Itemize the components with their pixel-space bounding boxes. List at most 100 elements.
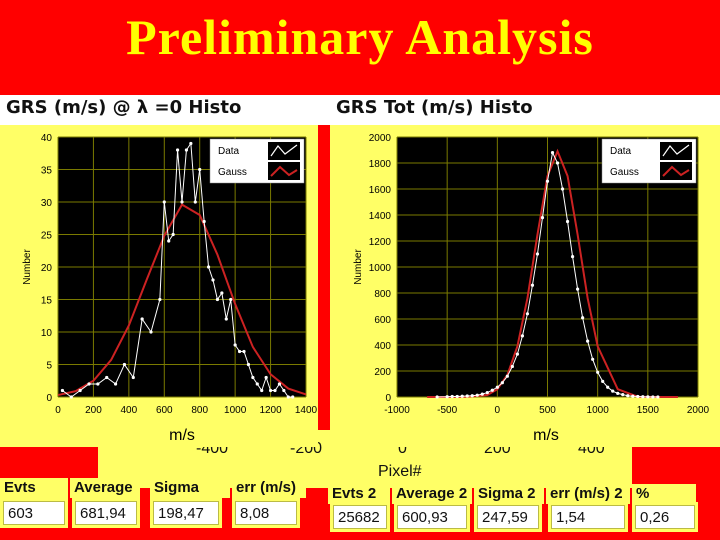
stat-evts2-field: 25682 [330,502,390,532]
chart1-y-tick-label: 25 [41,231,53,242]
chart1-x-tick-label: 0 [55,405,61,416]
stat-err2-field: 1,54 [548,502,628,532]
stat-sigma-label: Sigma [150,478,230,498]
title-strip [0,95,720,125]
chart1-data-point [167,239,171,243]
chart2-y-tick-label: 1800 [369,159,392,170]
stat-sigma2-label: Sigma 2 [474,484,544,504]
chart1-y-tick-label: 20 [41,263,53,274]
stat-err-label: err (m/s) [232,478,306,498]
chart2-data-point [611,389,615,393]
chart1-data-point [233,343,237,347]
chart2-data-point [455,394,459,399]
stat-average-label: Average [70,478,140,498]
chart2-x-tick-label: -1000 [384,405,410,416]
chart1-data-point [268,388,273,393]
chart1-data-point [260,388,264,393]
chart1-x-axis-label: m/s [169,427,195,444]
chart1-data-point [189,141,193,146]
chart2-x-axis-label: m/s [533,427,559,444]
chart1-data-point [273,388,277,393]
chart1-data-point [286,395,290,399]
chart2-y-tick-label: 1600 [369,185,392,196]
chart2-svg: -1000 -500 0 500 1000 1500 2000 0 200 400 600 800 10… [353,133,710,444]
chart2-y-tick-label: 1400 [369,211,392,222]
chart1-data-point [282,388,286,393]
stat-average-value: 681,94 [75,501,137,525]
stat-err2-value: 1,54 [551,505,625,529]
chart2-data-point [570,255,575,259]
chart2-data-point [636,394,640,399]
stat-err2-label: err (m/s) 2 [546,484,630,504]
chart1-data-point [215,297,220,302]
chart1-legend-gauss-glyph [270,165,298,177]
chart2-legend-data-swatch [660,142,692,160]
chart2-x-tick-label: 500 [539,405,556,416]
chart2-data-point [445,395,449,399]
stat-evts2-label: Evts 2 [328,484,390,504]
chart2-y-axis-label: Number [353,249,364,285]
chart2-data-point [586,339,590,343]
chart2-data-point [581,316,585,320]
stat-evts-field: 603 [0,498,68,528]
chart2-data-point [435,395,439,399]
chart2-data-point [576,287,580,291]
chart2-y-tick-label: 0 [385,393,391,404]
chart1-data-point [291,395,295,399]
chart1-title: GRS (m/s) @ λ =0 Histo [6,97,242,118]
chart2-data-point [535,252,540,256]
stat-percent-value: 0,26 [635,505,695,529]
chart2-data-point [606,385,610,389]
chart1-series-data-line [62,142,293,398]
slide-title: Preliminary Analysis [126,9,594,65]
chart1-data-point [131,375,135,380]
chart1-data-point [105,375,109,380]
chart1-data-point [255,382,259,386]
chart1-data-point [96,382,100,386]
chart2-data-point [470,394,474,398]
chart1-data-point [69,395,73,399]
chart2-data-point [530,283,535,287]
chart1-data-point [202,219,206,224]
chart2-data-point [631,394,635,398]
chart1-data-point [171,232,175,237]
stat-average2-value: 600,93 [397,505,467,529]
chart1-data-point [277,382,282,386]
chart1-legend-gauss-label: Gauss [218,167,247,178]
chart2-data-point [450,394,454,399]
chart2-data-point [460,394,464,398]
chart1-x-tick-label: 600 [156,405,173,416]
chart1-data-point [229,297,233,302]
chart2-data-point [565,219,570,224]
chart2-y-tick-label: 1200 [369,237,392,248]
chart1-x-tick-label: 800 [191,405,208,416]
chart1-data-point [87,382,91,386]
chart2-data-point [520,334,525,338]
chart1-data-point [206,265,211,269]
stat-percent-field: 0,26 [632,502,698,532]
chart2-y-tick-label: 1000 [369,263,392,274]
stat-average-field: 681,94 [72,498,140,528]
chart2-data-point [540,216,545,220]
chart2-data-point [480,392,484,396]
chart1-x-tick-label: 1000 [224,405,247,416]
chart1-data-point [264,375,268,380]
chart2-data-point [525,312,530,316]
chart2-data-point [651,395,655,399]
chart2-x-tick-label: -500 [437,405,457,416]
stat-sigma2-value: 247,59 [477,505,539,529]
chart2-data-point [601,379,605,383]
chart2-legend-gauss-glyph [662,165,690,177]
chart2-data-point [465,394,469,398]
chart2-data-point [490,388,494,392]
chart2-x-tick-label: 0 [495,405,501,416]
chart2-y-gridlines [397,136,698,398]
chart1-data-point [198,167,202,172]
chart1-data-point [180,200,184,204]
chart2-panel: -1000 -500 0 500 1000 1500 2000 0 200 400 600 800 10… [330,125,720,447]
chart1-data-point [158,297,162,302]
chart2-legend-gauss-label: Gauss [610,167,639,178]
chart2-y-tick-label: 400 [374,341,391,352]
stat-evts-label: Evts [0,478,68,498]
pixel-tick: 0 [398,440,407,457]
